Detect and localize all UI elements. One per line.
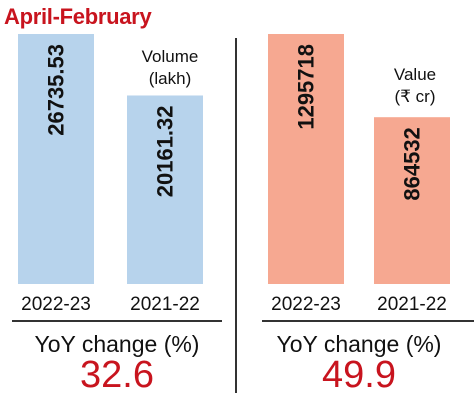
value-bar-2021-22 [374,117,450,284]
value-category-label: 2022-23 [271,294,341,315]
left-separator [12,320,222,322]
value-category-label: 2021-22 [377,294,447,315]
volume-bar-2022-23 [18,34,94,284]
volume-category-label: 2021-22 [130,294,200,315]
right-separator [262,320,474,322]
volume-yoy-value: 32.6 [80,354,154,396]
volume-bar-value-label: 26735.53 [44,44,69,136]
value-label: Value (₹ cr) [370,64,460,108]
volume-label-line1: Volume [141,47,199,66]
volume-label-line2: (lakh) [148,69,192,88]
volume-category-label: 2022-23 [21,294,91,315]
panel-divider [235,38,237,393]
volume-bar-2021-22 [127,95,203,284]
volume-bar-value-label: 20161.32 [153,105,178,197]
value-yoy-value: 49.9 [322,354,396,396]
value-yoy-label: YoY change (%) [276,331,442,357]
value-bar-value-label: 864532 [400,127,425,200]
volume-label: Volume (lakh) [120,46,220,90]
chart-title: April-February [4,4,152,29]
value-label-line2: (₹ cr) [394,87,436,106]
value-bar-value-label: 1295718 [294,44,319,130]
volume-yoy-label: YoY change (%) [34,331,200,357]
value-bar-2022-23 [268,34,344,284]
value-label-line1: Value [393,65,437,84]
